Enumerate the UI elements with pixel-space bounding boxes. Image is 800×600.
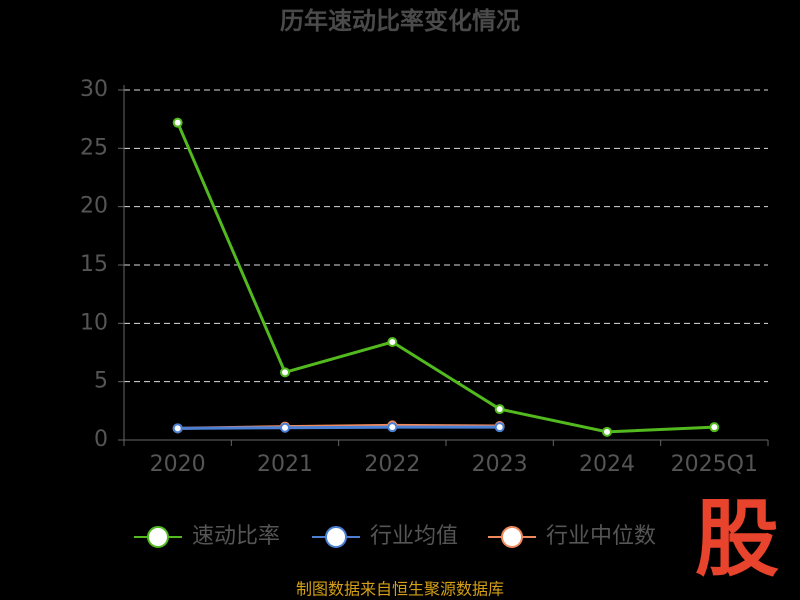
- data-point: [172, 117, 183, 128]
- y-tick-label: 25: [80, 135, 108, 160]
- data-point: [602, 426, 612, 437]
- chart-title: 历年速动比率变化情况: [280, 7, 520, 35]
- y-tick-label: 10: [80, 310, 108, 335]
- x-tick-label: 2022: [364, 452, 420, 477]
- data-point: [387, 337, 398, 347]
- series-line: [177, 425, 500, 430]
- y-tick-label: 15: [80, 252, 108, 277]
- legend-label: 速动比率: [192, 524, 280, 549]
- logo: 股: [695, 490, 779, 588]
- x-tick-label: 2023: [472, 452, 528, 477]
- y-tick-label: 0: [94, 427, 108, 452]
- data-point: [709, 422, 720, 433]
- y-tick-label: 5: [94, 369, 108, 394]
- data-point: [387, 422, 398, 433]
- data-point: [280, 422, 290, 433]
- data-point: [494, 404, 505, 415]
- series-line: [176, 122, 715, 434]
- data-point: [172, 423, 183, 434]
- x-tick-label: 2024: [579, 452, 635, 477]
- x-tick-label: 2021: [257, 452, 313, 477]
- y-tick-label: 20: [80, 194, 108, 219]
- source-note: 制图数据来自恒生聚源数据库: [296, 580, 504, 599]
- legend-marker: [325, 526, 347, 548]
- data-point: [494, 422, 505, 433]
- data-point: [280, 367, 290, 378]
- x-tick-label: 2020: [150, 452, 206, 477]
- legend-marker: [501, 526, 523, 548]
- y-tick-label: 30: [80, 77, 108, 102]
- legend-label: 行业中位数: [546, 524, 656, 549]
- x-tick-label: 2025Q1: [671, 452, 758, 477]
- legend-label: 行业均值: [370, 524, 458, 549]
- legend-marker: [147, 526, 169, 548]
